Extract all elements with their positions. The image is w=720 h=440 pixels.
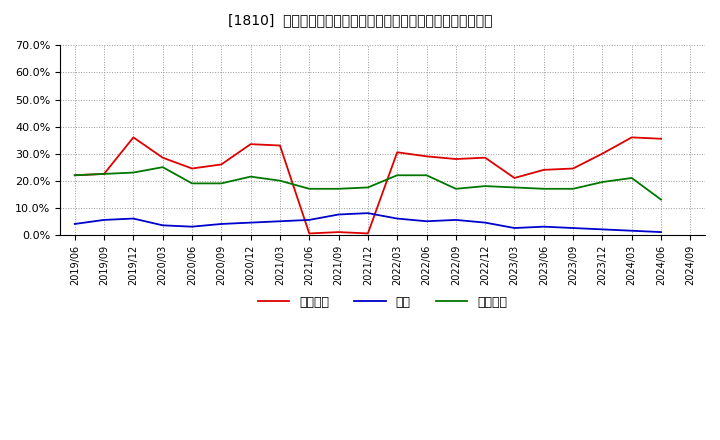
在庫 — [305, 217, 314, 223]
売上債権 — [100, 171, 109, 176]
買入債務 — [627, 175, 636, 180]
買入債務 — [217, 181, 225, 186]
買入債務 — [422, 172, 431, 178]
在庫 — [627, 228, 636, 233]
売上債権 — [657, 136, 665, 141]
在庫 — [481, 220, 490, 225]
買入債務 — [246, 174, 255, 179]
Line: 在庫: 在庫 — [75, 213, 661, 232]
買入債務 — [539, 186, 548, 191]
Line: 買入債務: 買入債務 — [75, 167, 661, 200]
売上債権 — [158, 155, 167, 160]
在庫 — [451, 217, 460, 223]
売上債権 — [569, 166, 577, 171]
在庫 — [217, 221, 225, 227]
買入債務 — [71, 172, 79, 178]
売上債権 — [364, 231, 372, 236]
売上債権 — [188, 166, 197, 171]
売上債権 — [305, 231, 314, 236]
買入債務 — [334, 186, 343, 191]
買入債務 — [451, 186, 460, 191]
売上債権 — [481, 155, 490, 160]
売上債権 — [451, 156, 460, 161]
買入債務 — [598, 180, 607, 185]
買入債務 — [393, 172, 402, 178]
Legend: 売上債権, 在庫, 買入債務: 売上債権, 在庫, 買入債務 — [253, 291, 512, 314]
買入債務 — [657, 197, 665, 202]
売上債権 — [217, 162, 225, 167]
在庫 — [393, 216, 402, 221]
売上債権 — [393, 150, 402, 155]
買入債務 — [481, 183, 490, 189]
売上債権 — [627, 135, 636, 140]
在庫 — [276, 219, 284, 224]
買入債務 — [158, 165, 167, 170]
売上債権 — [539, 167, 548, 172]
在庫 — [158, 223, 167, 228]
在庫 — [539, 224, 548, 229]
売上債権 — [276, 143, 284, 148]
在庫 — [188, 224, 197, 229]
買入債務 — [100, 171, 109, 176]
売上債権 — [71, 172, 79, 178]
在庫 — [657, 229, 665, 235]
在庫 — [334, 212, 343, 217]
買入債務 — [188, 181, 197, 186]
買入債務 — [276, 178, 284, 183]
売上債権 — [598, 151, 607, 156]
Text: [1810]  売上債権、在庫、買入債務の総資産に対する比率の推移: [1810] 売上債権、在庫、買入債務の総資産に対する比率の推移 — [228, 13, 492, 27]
売上債権 — [422, 154, 431, 159]
在庫 — [364, 210, 372, 216]
在庫 — [129, 216, 138, 221]
在庫 — [510, 225, 519, 231]
売上債権 — [510, 175, 519, 180]
売上債権 — [246, 142, 255, 147]
在庫 — [100, 217, 109, 223]
在庫 — [598, 227, 607, 232]
在庫 — [422, 219, 431, 224]
在庫 — [71, 221, 79, 227]
売上債権 — [129, 135, 138, 140]
買入債務 — [305, 186, 314, 191]
在庫 — [246, 220, 255, 225]
買入債務 — [569, 186, 577, 191]
買入債務 — [129, 170, 138, 175]
Line: 売上債権: 売上債権 — [75, 137, 661, 234]
在庫 — [569, 225, 577, 231]
買入債務 — [364, 185, 372, 190]
買入債務 — [510, 185, 519, 190]
売上債権 — [334, 229, 343, 235]
